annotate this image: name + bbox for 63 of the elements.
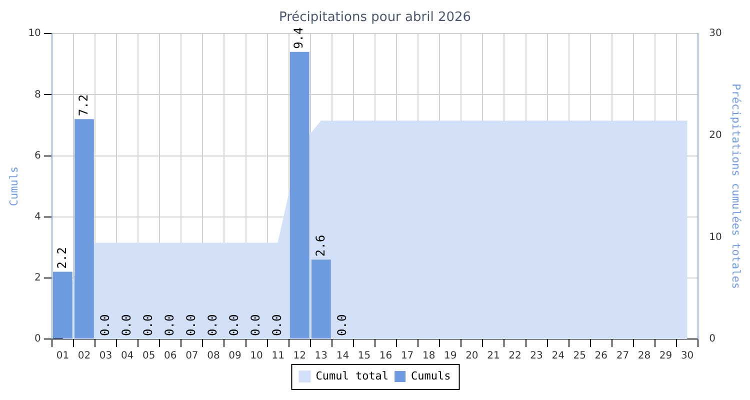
- y-tick-label: 2: [34, 272, 41, 284]
- x-tick-label: 15: [358, 350, 371, 362]
- x-tick-label: 17: [400, 350, 414, 362]
- x-tick-label: 20: [466, 350, 478, 362]
- data-label: 0.0: [270, 314, 284, 336]
- x-tick-label: 19: [444, 350, 457, 362]
- legend-label: Cumuls: [411, 369, 451, 382]
- x-tick-label: 27: [616, 350, 630, 362]
- x-tick-label: 24: [552, 350, 564, 362]
- data-label: 0.0: [248, 314, 263, 336]
- y2-tick-label: 0: [709, 334, 716, 345]
- x-tick-label: 10: [250, 350, 263, 362]
- bar: [311, 260, 331, 338]
- x-tick-label: 18: [422, 350, 436, 362]
- x-tick-label: 11: [272, 350, 284, 362]
- x-tick-label: 14: [336, 350, 350, 362]
- y-tick-label: 10: [28, 28, 41, 40]
- x-tick-label: 07: [186, 350, 198, 362]
- x-tick-label: 26: [594, 350, 608, 362]
- x-tick-label: 01: [56, 350, 70, 362]
- y-tick-label: 4: [34, 211, 41, 222]
- y2-axis-title: Précipitations cumulées totales: [730, 84, 743, 289]
- data-label: 0.0: [334, 314, 349, 336]
- x-tick-label: 23: [530, 350, 543, 362]
- data-label: 0.0: [119, 314, 134, 336]
- data-label: 0.0: [98, 314, 112, 336]
- y2-tick-label: 20: [709, 130, 722, 141]
- x-tick-label: 12: [293, 350, 306, 362]
- data-label: 0.0: [184, 314, 198, 336]
- chart-title: Précipitations pour abril 2026: [278, 10, 472, 26]
- x-tick-label: 06: [164, 350, 177, 362]
- y-axis-title: Cumuls: [7, 166, 20, 206]
- data-label: 0.0: [227, 314, 242, 336]
- data-label: 2.6: [313, 234, 328, 257]
- legend-label: Cumul total: [316, 369, 389, 382]
- data-label: 0.0: [162, 314, 177, 336]
- bar: [290, 52, 310, 338]
- data-label: 0.0: [140, 314, 155, 336]
- bar: [74, 119, 94, 338]
- x-tick-label: 08: [207, 350, 220, 362]
- x-tick-label: 16: [379, 350, 392, 362]
- data-label: 7.2: [76, 94, 90, 116]
- y-tick-label: 6: [34, 150, 41, 162]
- x-tick-label: 28: [638, 350, 651, 362]
- data-label: 2.2: [54, 247, 69, 269]
- x-tick-label: 29: [659, 350, 672, 362]
- bar: [53, 272, 72, 338]
- x-tick-label: 13: [314, 350, 328, 362]
- x-tick-label: 21: [487, 350, 500, 362]
- y2-tick-label: 10: [709, 232, 722, 243]
- y2-tick-label: 30: [709, 28, 722, 40]
- x-tick-label: 30: [680, 350, 694, 362]
- x-tick-label: 04: [120, 350, 134, 362]
- y-tick-label: 8: [34, 89, 41, 100]
- data-label: 9.4: [292, 27, 306, 49]
- data-label: 0.0: [206, 314, 220, 336]
- x-tick-label: 05: [142, 350, 156, 362]
- x-tick-label: 02: [78, 350, 91, 362]
- x-tick-label: 09: [228, 350, 242, 362]
- x-tick-label: 25: [573, 350, 586, 362]
- x-tick-label: 03: [99, 350, 112, 362]
- x-tick-label: 22: [508, 350, 522, 362]
- y-tick-label: 0: [34, 334, 41, 345]
